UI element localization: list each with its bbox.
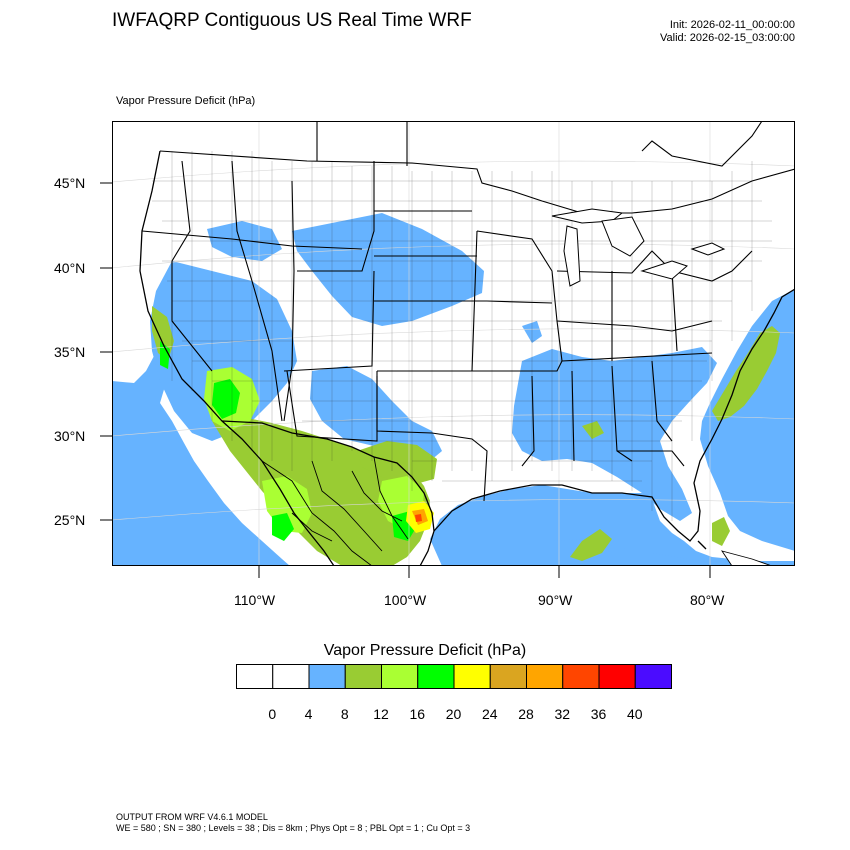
lon-label-80w: 80°W bbox=[690, 592, 725, 608]
vpd-map bbox=[112, 121, 795, 566]
colorbar-bin bbox=[562, 664, 600, 689]
lat-label-30: 30°N bbox=[54, 428, 86, 444]
lon-label-100w: 100°W bbox=[384, 592, 427, 608]
vpd-8-12-southwest bbox=[212, 417, 430, 566]
colorbar-tick-label: 40 bbox=[626, 706, 643, 722]
colorbar-tick-label: 4 bbox=[304, 706, 313, 722]
colorbar-bin bbox=[344, 664, 382, 689]
gulf-of-mexico bbox=[430, 485, 795, 566]
state-boundaries bbox=[141, 150, 795, 502]
colorbar-tick-label: 28 bbox=[518, 706, 534, 722]
lat-ticks bbox=[100, 182, 112, 521]
colorbar-tick-label: 32 bbox=[554, 706, 571, 722]
great-lakes bbox=[551, 208, 726, 287]
footer-line-1: OUTPUT FROM WRF V4.6.1 MODEL bbox=[116, 812, 268, 822]
coastline bbox=[139, 150, 795, 566]
colorbar-tick-label: 20 bbox=[445, 706, 462, 722]
colorbar-bin bbox=[453, 664, 491, 689]
model-footer: OUTPUT FROM WRF V4.6.1 MODEL WE = 580 ; … bbox=[116, 812, 470, 834]
colorbar-bin bbox=[526, 664, 564, 689]
colorbar-bin bbox=[598, 664, 636, 689]
colorbar-tick-label: 8 bbox=[340, 706, 349, 722]
lat-label-45: 45°N bbox=[54, 175, 86, 191]
run-info: Init: 2026-02-11_00:00:00 Valid: 2026-02… bbox=[660, 19, 795, 45]
mexico-states bbox=[261, 456, 409, 566]
legend-title: Vapor Pressure Deficit (hPa) bbox=[323, 642, 527, 659]
field-label: Vapor Pressure Deficit (hPa) bbox=[116, 95, 256, 107]
colorbar-bin bbox=[634, 664, 672, 689]
colorbar-bin bbox=[308, 664, 346, 689]
colorbar-tick-label: 36 bbox=[590, 706, 607, 722]
pacific-ocean bbox=[112, 353, 290, 566]
colorbar-bin bbox=[381, 664, 419, 689]
colorbar-bin bbox=[272, 664, 310, 689]
colorbar-bin bbox=[417, 664, 455, 689]
colorbar-bin bbox=[489, 664, 527, 689]
valid-time: Valid: 2026-02-15_03:00:00 bbox=[660, 32, 795, 44]
vpd-4-8-southeast bbox=[512, 347, 717, 521]
vpd-4-8-plains bbox=[292, 213, 484, 326]
colorbar bbox=[236, 664, 672, 689]
footer-line-2: WE = 580 ; SN = 380 ; Levels = 38 ; Dis … bbox=[116, 823, 471, 833]
colorbar-tick-label: 16 bbox=[409, 706, 426, 722]
colorbar-tick-label: 0 bbox=[268, 706, 277, 722]
colorbar-tick-label: 12 bbox=[373, 706, 389, 722]
map-frame bbox=[112, 121, 795, 566]
atlantic-green-patch bbox=[712, 326, 780, 421]
lon-ticks bbox=[258, 566, 711, 578]
lon-label-110w: 110°W bbox=[234, 592, 276, 608]
init-time: Init: 2026-02-11_00:00:00 bbox=[669, 19, 795, 31]
plot-title: IWFAQRP Contiguous US Real Time WRF bbox=[112, 10, 472, 31]
lon-label-90w: 90°W bbox=[538, 592, 573, 608]
colorbar-bin bbox=[236, 664, 274, 689]
colorbar-tick-label: 24 bbox=[481, 706, 498, 722]
lat-label-40: 40°N bbox=[54, 260, 86, 276]
lat-label-35: 35°N bbox=[54, 344, 86, 360]
lat-label-25: 25°N bbox=[54, 512, 86, 528]
